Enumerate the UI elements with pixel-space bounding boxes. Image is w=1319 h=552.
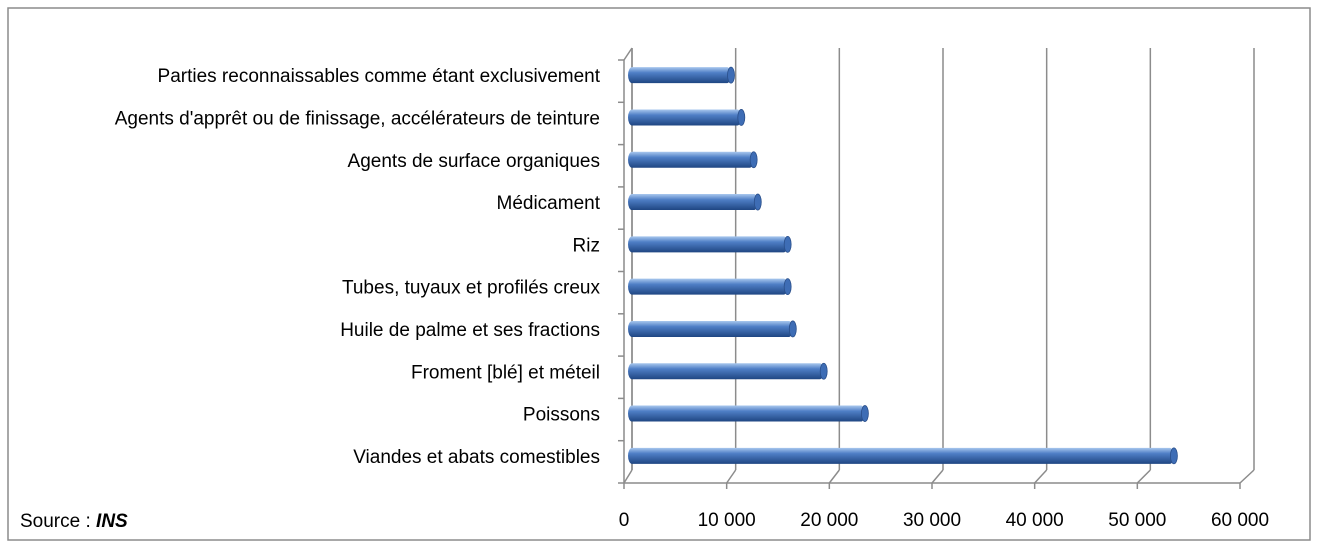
floor-line xyxy=(726,469,737,484)
chart-border xyxy=(7,7,1311,541)
y-tick-label: Agents de surface organiques xyxy=(348,151,600,172)
bar-cap xyxy=(737,109,746,126)
source-value: INS xyxy=(96,511,128,532)
y-tick-label: Parties reconnaissables comme étant excl… xyxy=(158,66,601,87)
floor-line xyxy=(1034,469,1048,484)
bar-cap xyxy=(783,278,792,296)
axis-corner xyxy=(623,47,633,61)
floor-line xyxy=(828,469,840,484)
bar xyxy=(628,194,758,211)
y-tick-label: Viandes et abats comestibles xyxy=(353,447,600,468)
bar-cap xyxy=(1170,447,1178,465)
floor-line xyxy=(623,469,633,484)
bar-cap xyxy=(749,151,758,169)
y-tick-label: Tubes, tuyaux et profilés creux xyxy=(342,278,601,299)
floor-line xyxy=(931,469,944,484)
bar xyxy=(628,363,824,380)
y-tick-label: Froment [blé] et méteil xyxy=(411,362,600,383)
bar xyxy=(628,278,788,295)
bar-cap xyxy=(783,235,792,253)
x-tick-label: 20 000 xyxy=(800,510,858,531)
y-tick-label: Huile de palme et ses fractions xyxy=(340,320,600,341)
bar-cap xyxy=(753,193,762,211)
bar-cap xyxy=(861,405,869,422)
x-tick-label: 0 xyxy=(619,510,630,531)
source-label: Source : xyxy=(20,511,91,532)
bar-cap xyxy=(819,362,828,380)
bar xyxy=(628,109,742,126)
y-tick-label: Poissons xyxy=(523,405,600,426)
floor-line xyxy=(1239,469,1255,484)
x-tick-label: 40 000 xyxy=(1006,510,1064,531)
y-tick-label: Riz xyxy=(573,235,600,256)
y-tick-label: Agents d'apprêt ou de finissage, accélér… xyxy=(115,108,600,129)
x-tick-label: 60 000 xyxy=(1211,510,1269,531)
bar xyxy=(628,151,754,168)
source: Source : INS xyxy=(20,511,128,532)
x-tick-label: 50 000 xyxy=(1108,510,1166,531)
bar-cap xyxy=(727,66,735,84)
bar xyxy=(628,320,793,337)
y-tick-label: Médicament xyxy=(497,193,601,214)
x-tick-label: 30 000 xyxy=(903,510,961,531)
bar xyxy=(628,405,865,422)
bar xyxy=(628,236,788,253)
bar xyxy=(628,67,731,84)
bar xyxy=(628,447,1174,464)
bar-cap xyxy=(788,320,797,338)
x-tick-label: 10 000 xyxy=(698,510,756,531)
floor-line xyxy=(1136,469,1151,484)
